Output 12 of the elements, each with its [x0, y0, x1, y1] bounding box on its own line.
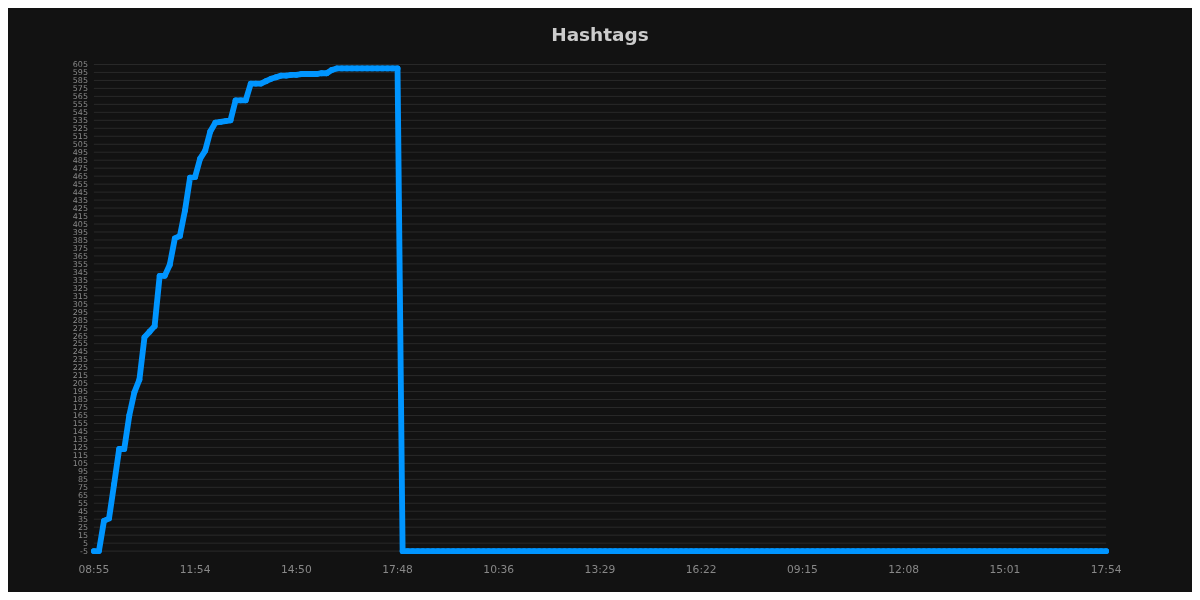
x-tick-label: 08:55: [78, 562, 110, 576]
x-tick-label: 14:50: [280, 562, 312, 576]
x-tick-label: 10:36: [483, 562, 515, 576]
chart-title: Hashtags: [551, 24, 649, 46]
x-tick-label: 11:54: [179, 562, 211, 576]
x-tick-label: 13:29: [584, 562, 616, 576]
x-tick-label: 09:15: [787, 562, 818, 576]
x-tick-label: 16:22: [685, 562, 717, 576]
x-tick-label: 12:08: [888, 562, 920, 576]
x-tick-label: 17:48: [382, 562, 414, 576]
x-tick-label: 15:01: [989, 562, 1021, 576]
x-tick-label: 17:54: [1090, 562, 1122, 576]
